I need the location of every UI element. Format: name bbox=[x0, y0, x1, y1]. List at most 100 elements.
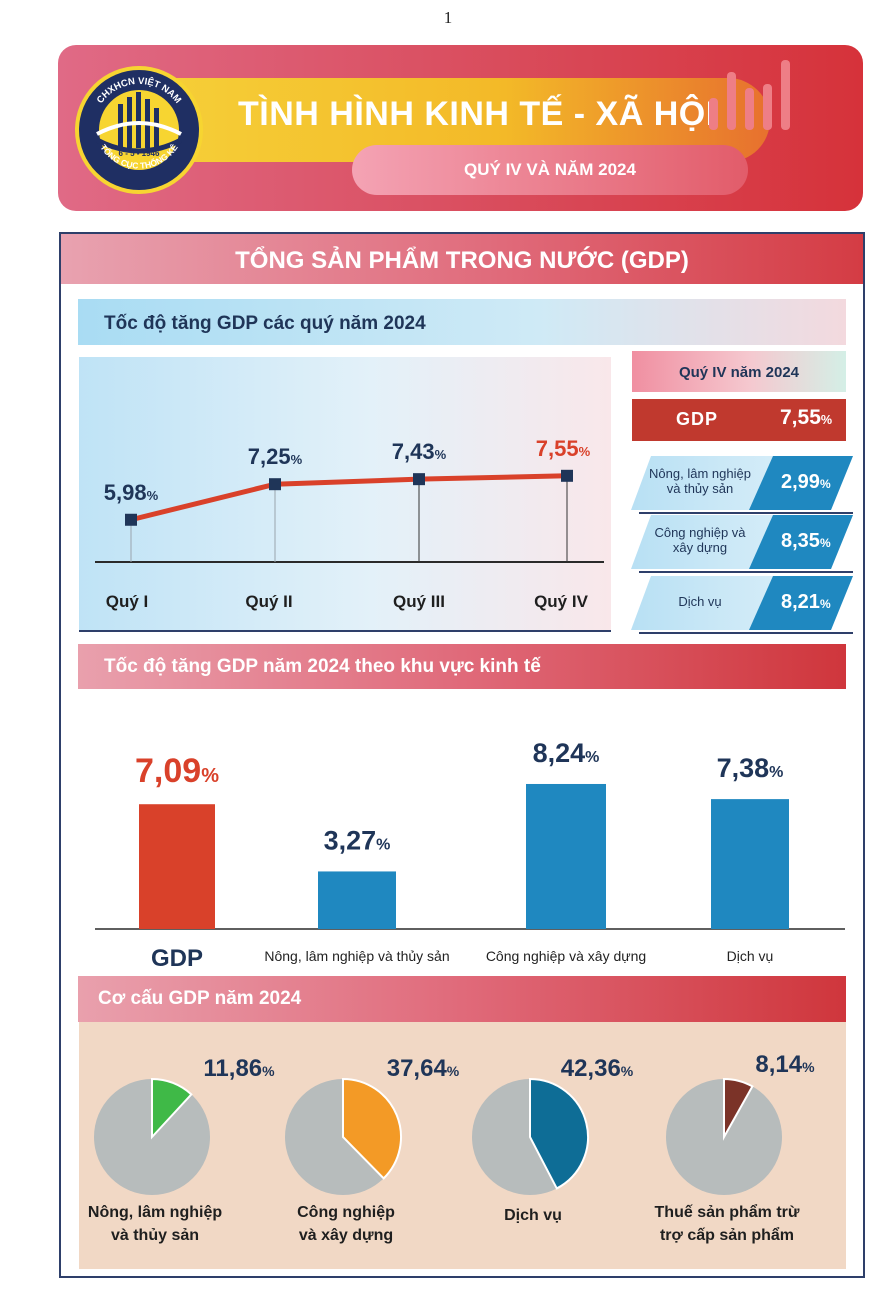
pie-name-line1: Công nghiệp bbox=[297, 1204, 395, 1221]
q4-sector-label-line1: Nông, lâm nghiệp bbox=[649, 466, 751, 481]
x-tick-label: GDP bbox=[151, 945, 203, 970]
q4-sector-value: 8,35% bbox=[781, 530, 831, 553]
gdp-section-frame bbox=[59, 232, 865, 1278]
q4-sector-row: Nông, lâm nghiệp và thủy sản 2,99% bbox=[631, 456, 853, 514]
point-label: 7,43% bbox=[392, 439, 447, 464]
bar-value-label-number: 3,27 bbox=[324, 825, 377, 855]
x-tick-label: Nông, lâm nghiệp và thủy sản bbox=[264, 948, 449, 964]
bar-value-label-percent: % bbox=[585, 749, 599, 766]
pie-slice bbox=[342, 1077, 402, 1180]
q4-sector-value-number: 2,99 bbox=[781, 471, 820, 493]
bar bbox=[139, 804, 215, 929]
data-point bbox=[125, 513, 137, 526]
data-point bbox=[269, 478, 281, 491]
point-label: 7,25% bbox=[248, 444, 303, 469]
page-title: TÌNH HÌNH KINH TẾ - XÃ HỘI bbox=[238, 95, 716, 133]
pie-value-label-percent: % bbox=[621, 1063, 634, 1079]
x-tick-label: Quý I bbox=[106, 592, 149, 611]
x-tick-label: Quý II bbox=[245, 592, 292, 611]
pie-value-label-number: 11,86 bbox=[203, 1055, 262, 1082]
point-label: 7,55% bbox=[536, 436, 591, 461]
bar-value-label: 7,09% bbox=[135, 752, 219, 790]
pie-value-label: 42,36% bbox=[561, 1055, 634, 1082]
q4-row-divider bbox=[639, 632, 853, 634]
point-label-percent: % bbox=[579, 444, 591, 459]
q4-row-divider bbox=[639, 512, 853, 514]
structure-pie-charts: 11,86% Nông, lâm nghiệp và thủy sản 37,64% C… bbox=[88, 1051, 815, 1244]
x-tick-label: Dịch vụ bbox=[727, 948, 774, 964]
data-point bbox=[561, 469, 573, 482]
pie-value-label-number: 8,14 bbox=[755, 1051, 802, 1078]
point-label-number: 5,98 bbox=[104, 480, 147, 505]
pie-value-label: 11,86% bbox=[203, 1055, 275, 1082]
logo-date: 6 - 5 - 1946 bbox=[119, 149, 160, 158]
pie-name-line1: Nông, lâm nghiệp bbox=[88, 1204, 222, 1221]
bar-value-label-number: 8,24 bbox=[533, 738, 586, 768]
pie-value-label-number: 42,36 bbox=[561, 1055, 621, 1082]
q4-sector-label-line1: Dịch vụ bbox=[678, 594, 722, 609]
bar bbox=[526, 783, 606, 929]
point-label-percent: % bbox=[147, 488, 159, 503]
sector-growth-heading: Tốc độ tăng GDP năm 2024 theo khu vực ki… bbox=[104, 656, 541, 677]
gso-logo: CHXHCN VIỆT NAM TỔNG CỤC THỐNG KÊ 6 - 5 … bbox=[75, 66, 203, 194]
pie-name-line2: trợ cấp sản phẩm bbox=[660, 1226, 794, 1244]
pie-slice bbox=[529, 1077, 589, 1190]
q4-sector-label-line1: Công nghiệp và bbox=[654, 525, 746, 540]
pie-name-line2: và thủy sản bbox=[111, 1227, 199, 1244]
q4-sector-value-number: 8,21 bbox=[781, 591, 820, 613]
q4-sector-value-percent: % bbox=[819, 597, 831, 611]
q4-gdp-box bbox=[632, 399, 846, 441]
q4-sector-label: Nông, lâm nghiệp và thủy sản bbox=[645, 466, 755, 496]
page-number: 1 bbox=[443, 8, 453, 27]
point-label-number: 7,43 bbox=[392, 439, 435, 464]
q4-sector-value: 8,21% bbox=[781, 591, 831, 614]
q4-sector-label: Công nghiệp và xây dựng bbox=[645, 525, 755, 555]
pie-name-line1: Thuế sản phẩm trừ bbox=[655, 1203, 800, 1221]
structure-heading-bar bbox=[78, 976, 846, 1022]
point-label-number: 7,55 bbox=[536, 436, 579, 461]
page-subtitle: QUÝ IV VÀ NĂM 2024 bbox=[464, 160, 636, 179]
sector-growth-heading-bar bbox=[78, 644, 846, 689]
q4-sector-value: 2,99% bbox=[781, 471, 831, 494]
bar-value-label-number: 7,38 bbox=[717, 753, 770, 783]
q4-sector-value-number: 8,35 bbox=[781, 530, 820, 552]
bar-value-label: 3,27% bbox=[324, 825, 391, 855]
quarterly-heading-bar bbox=[78, 299, 846, 345]
bar-value-label-number: 7,09 bbox=[135, 752, 201, 790]
point-label: 5,98% bbox=[104, 480, 159, 505]
pie-value-label-percent: % bbox=[802, 1059, 815, 1075]
q4-row-shape bbox=[631, 456, 853, 510]
q4-sector-label: Dịch vụ bbox=[645, 594, 755, 609]
x-tick-label: Quý III bbox=[393, 592, 445, 611]
bar bbox=[318, 871, 396, 929]
q4-row-shape bbox=[631, 515, 853, 569]
pie-value-label-number: 37,64 bbox=[387, 1055, 448, 1082]
bar-decoration-icon bbox=[709, 60, 790, 130]
q4-panel-header bbox=[632, 351, 846, 392]
q4-sector-label-line2: và thủy sản bbox=[666, 481, 734, 496]
bar bbox=[711, 799, 789, 929]
q4-panel-title: Quý IV năm 2024 bbox=[678, 364, 800, 381]
bar-value-label-percent: % bbox=[201, 765, 219, 787]
bar-value-label-percent: % bbox=[376, 836, 390, 853]
quarterly-chart-panel bbox=[79, 357, 611, 632]
structure-heading: Cơ cấu GDP năm 2024 bbox=[98, 988, 302, 1009]
gdp-section-title: TỔNG SẢN PHẨM TRONG NƯỚC (GDP) bbox=[235, 247, 689, 274]
q4-row-divider bbox=[639, 571, 853, 573]
q4-sector-row: Dịch vụ 8,21% bbox=[631, 576, 853, 634]
gdp-growth-line bbox=[128, 473, 570, 523]
pie-slice bbox=[151, 1077, 193, 1140]
pie-value-label-percent: % bbox=[447, 1063, 460, 1079]
x-tick-label: Quý IV bbox=[534, 592, 589, 611]
q4-sector-row: Công nghiệp và xây dựng 8,35% bbox=[631, 515, 853, 573]
q4-sector-value-percent: % bbox=[819, 477, 831, 491]
quarterly-heading: Tốc độ tăng GDP các quý năm 2024 bbox=[104, 313, 426, 334]
header-subtitle-pill bbox=[352, 145, 748, 195]
pie-slice bbox=[723, 1077, 754, 1141]
point-label-percent: % bbox=[291, 452, 303, 467]
q4-sector-label-line2: xây dựng bbox=[672, 540, 728, 555]
data-point bbox=[413, 473, 425, 486]
quarterly-line-chart: 5,98%7,25% 7,43% 7,55%Quý I Quý II Quý III Qu… bbox=[95, 436, 604, 611]
q4-gdp-label: GDP bbox=[676, 409, 719, 429]
point-label-number: 7,25 bbox=[248, 444, 291, 469]
